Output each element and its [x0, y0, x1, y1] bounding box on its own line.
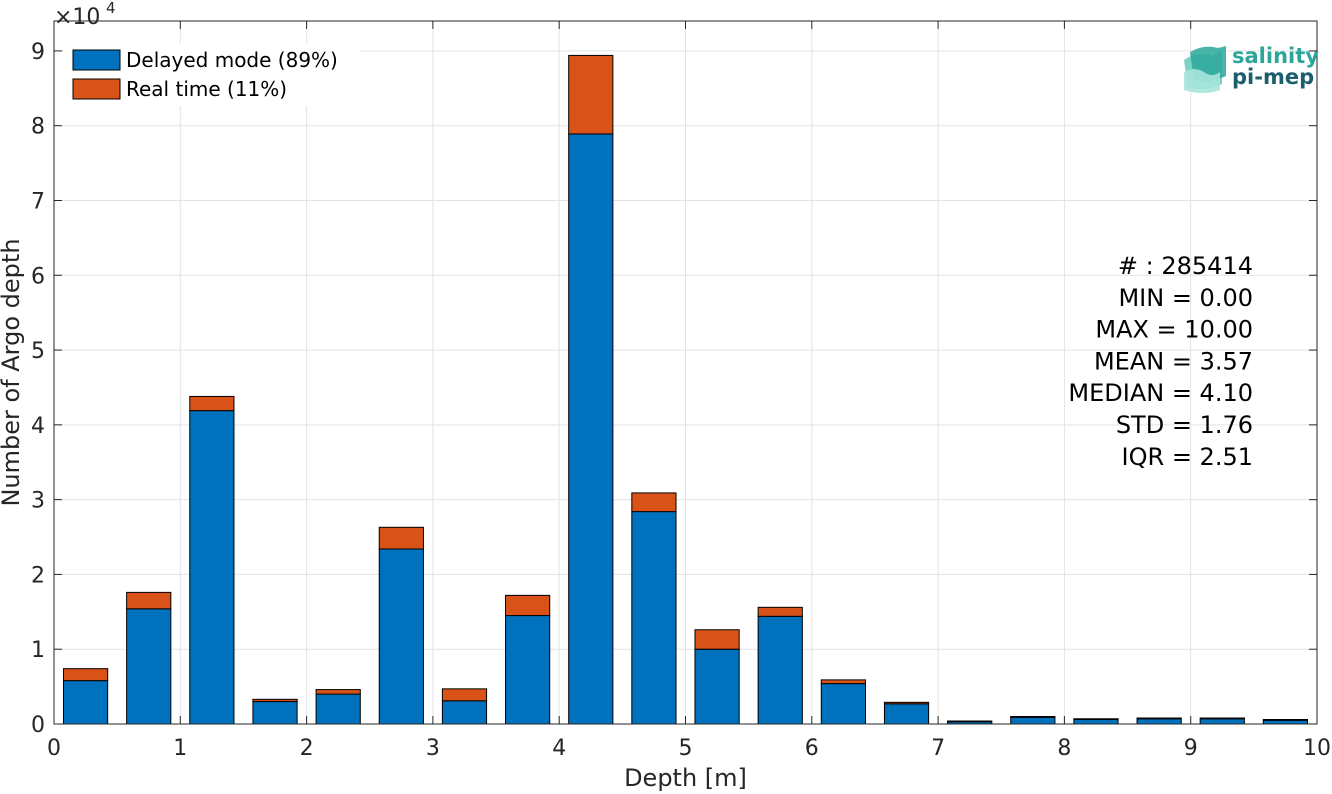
- y-tick-label: 3: [31, 489, 45, 514]
- x-tick-label: 3: [426, 736, 440, 761]
- legend: Delayed mode (89%) Real time (11%): [64, 44, 360, 106]
- x-tick-label: 8: [1057, 736, 1071, 761]
- bar-delayed-mode: [1262, 719, 1309, 725]
- x-axis-label: Depth [m]: [624, 764, 747, 792]
- y-tick-label: 0: [31, 713, 45, 738]
- stats-line: IQR = 2.51: [1122, 443, 1253, 471]
- salinity-pi-mep-logo: salinity pi-mep: [1184, 44, 1319, 93]
- stats-annotation: # : 285414 MIN = 0.00 MAX = 10.00 MEAN = 3.…: [1068, 252, 1253, 471]
- y-axis-label: Number of Argo depth: [0, 238, 25, 506]
- bar-delayed-mode: [505, 615, 551, 725]
- bar-real-time: [315, 689, 361, 695]
- bar-delayed-mode: [189, 410, 235, 725]
- logo-text-pi-mep: pi-mep: [1232, 65, 1314, 89]
- bar-real-time: [378, 526, 424, 550]
- bar-real-time: [441, 688, 488, 702]
- legend-swatch-realtime: [72, 78, 121, 100]
- bar-delayed-mode: [631, 511, 677, 725]
- bar-real-time: [189, 395, 235, 412]
- grid: [54, 21, 1317, 724]
- bar-delayed-mode: [126, 608, 172, 725]
- bar-delayed-mode: [62, 680, 109, 725]
- bar-delayed-mode: [378, 548, 424, 725]
- y-tick-label: 7: [31, 189, 45, 214]
- legend-label-realtime: Real time (11%): [126, 77, 287, 101]
- bar-delayed-mode: [315, 693, 361, 725]
- stats-line: MEDIAN = 4.10: [1068, 379, 1253, 407]
- y-multiplier-base: ×10: [54, 5, 100, 30]
- stats-line: # : 285414: [1118, 252, 1253, 280]
- bar-delayed-mode: [1199, 718, 1245, 725]
- bar-delayed-mode: [694, 648, 740, 725]
- x-tick-label: 5: [679, 736, 693, 761]
- bar-real-time: [568, 54, 614, 135]
- bar-real-time: [757, 606, 803, 617]
- logo-text-salinity: salinity: [1232, 44, 1319, 68]
- bar-real-time: [631, 492, 677, 513]
- bar-delayed-mode: [441, 700, 488, 725]
- x-tick-label: 6: [805, 736, 819, 761]
- stats-line: MAX = 10.00: [1095, 316, 1253, 344]
- bar-real-time: [252, 698, 298, 703]
- ticks: 0 1 2 3 4 5 6 7 8 9 10 0 1 2 3 4 5 6 7 8 9: [31, 21, 1331, 761]
- bar-delayed-mode: [757, 615, 803, 725]
- bar-real-time: [1199, 717, 1245, 720]
- bar-real-time: [883, 701, 930, 705]
- stats-line: MIN = 0.00: [1118, 284, 1253, 312]
- x-tick-label: 4: [552, 736, 566, 761]
- logo-wave-icon: [1184, 46, 1226, 93]
- bar-real-time: [1136, 717, 1182, 720]
- y-tick-label: 2: [31, 563, 45, 588]
- bar-real-time: [62, 668, 109, 682]
- bar-delayed-mode: [1073, 719, 1119, 725]
- bar-real-time: [694, 629, 740, 650]
- y-tick-label: 4: [31, 414, 45, 439]
- bar-delayed-mode: [1136, 718, 1182, 725]
- x-tick-label: 7: [931, 736, 945, 761]
- y-tick-label: 9: [31, 40, 45, 65]
- bar-delayed-mode: [1010, 716, 1056, 725]
- y-tick-label: 1: [31, 638, 45, 663]
- legend-label-delayed: Delayed mode (89%): [126, 48, 338, 72]
- bar-delayed-mode: [883, 703, 930, 725]
- bar-delayed-mode: [820, 683, 866, 725]
- bar-real-time: [1073, 718, 1119, 721]
- bar-delayed-mode: [568, 133, 614, 725]
- stats-line: STD = 1.76: [1116, 411, 1253, 439]
- x-tick-label: 2: [300, 736, 314, 761]
- bar-delayed-mode: [252, 701, 298, 725]
- x-tick-label: 9: [1184, 736, 1198, 761]
- bar-real-time: [820, 679, 866, 685]
- y-multiplier: ×10 4: [54, 0, 116, 30]
- stats-line: MEAN = 3.57: [1094, 347, 1253, 375]
- x-tick-label: 0: [47, 736, 61, 761]
- bar-real-time: [1010, 716, 1056, 718]
- bar-real-time: [1262, 719, 1309, 721]
- y-tick-label: 8: [31, 115, 45, 140]
- x-tick-label: 10: [1303, 736, 1331, 761]
- bar-real-time: [947, 720, 993, 723]
- bars: [62, 54, 1309, 725]
- x-tick-label: 1: [173, 736, 187, 761]
- y-tick-label: 6: [31, 264, 45, 289]
- y-multiplier-exponent: 4: [106, 0, 116, 17]
- bar-real-time: [505, 594, 551, 617]
- legend-swatch-delayed: [72, 49, 121, 71]
- bar-real-time: [126, 591, 172, 610]
- y-tick-label: 5: [31, 339, 45, 364]
